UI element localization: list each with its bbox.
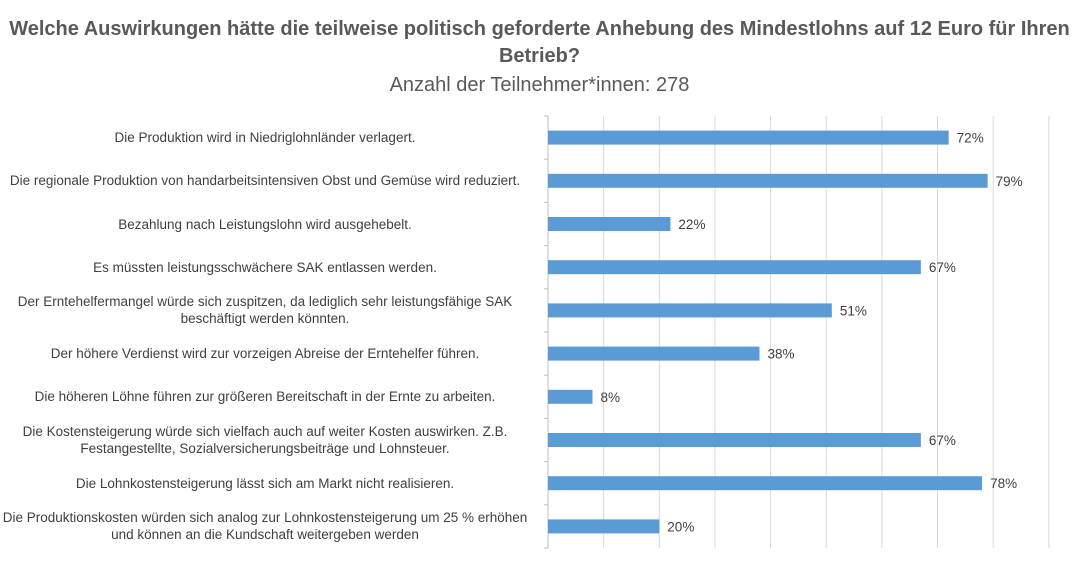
category-label: Der Erntehelfermangel würde sich zuspitz… [0,290,530,330]
category-label: Es müssten leistungsschwächere SAK entla… [0,247,530,287]
chart-subtitle: Anzahl der Teilnehmer*innen: 278 [389,74,690,96]
category-label: Der höhere Verdienst wird zur vorzeigen … [0,334,530,374]
category-label-text: Die Kostensteigerung würde sich vielfach… [22,424,508,456]
category-label-text: Die Produktionskosten würden sich analog… [2,510,528,543]
bar [548,433,921,447]
data-label: 38% [767,347,794,362]
category-label: Die höheren Löhne führen zur größeren Be… [0,377,530,417]
data-label: 78% [990,476,1017,491]
category-label-text: Der höhere Verdienst wird zur vorzeigen … [50,346,480,362]
bar [548,476,983,491]
bar [548,519,660,534]
chart-title: Welche Auswirkungen hätte die teilweise … [9,18,1070,67]
bar [548,303,832,318]
category-label-text: Die höheren Löhne führen zur größeren Be… [34,389,496,405]
data-label: 67% [929,433,956,448]
data-label: 8% [601,390,621,405]
data-label: 51% [840,303,867,318]
category-label-text: Die Lohnkostensteigerung lässt sich am M… [75,475,455,491]
bar [548,217,671,231]
data-label: 72% [957,131,984,146]
bar [548,173,988,188]
data-label: 67% [929,260,956,275]
bar [548,130,949,145]
category-label: Die Produktion wird in Niedriglohnländer… [0,118,530,158]
category-label-text: Es müssten leistungsschwächere SAK entla… [93,259,437,275]
category-label-text: Die Produktion wird in Niedriglohnländer… [114,130,416,146]
data-label: 79% [996,174,1023,189]
data-label: 20% [667,519,694,534]
category-label: Die Kostensteigerung würde sich vielfach… [0,420,530,460]
category-label-text: Der Erntehelfermangel würde sich zuspitz… [17,294,513,327]
category-label: Die Produktionskosten würden sich analog… [0,506,530,546]
bar [548,260,921,275]
bar [548,389,593,404]
category-label-text: Die regionale Produktion von handarbeits… [9,173,521,189]
data-label: 22% [678,217,705,232]
category-label: Bezahlung nach Leistungslohn wird ausgeh… [0,204,530,244]
category-label: Die regionale Produktion von handarbeits… [0,161,530,201]
bar [548,346,760,361]
category-label-text: Bezahlung nach Leistungslohn wird ausgeh… [118,216,412,232]
category-label: Die Lohnkostensteigerung lässt sich am M… [0,463,530,503]
